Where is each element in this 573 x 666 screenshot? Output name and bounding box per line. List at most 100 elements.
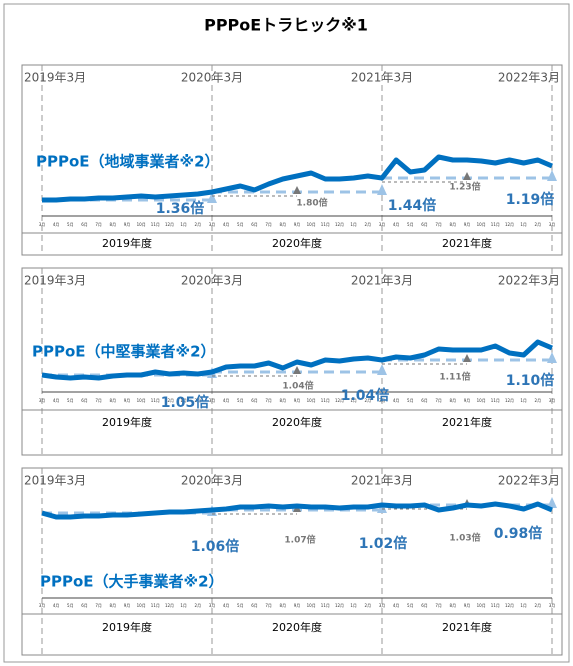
month-label: 4月 <box>53 603 60 608</box>
month-label: 8月 <box>450 603 457 608</box>
month-label: 10月 <box>307 603 316 608</box>
gray-arrow <box>463 354 471 362</box>
month-label: 2月 <box>195 603 202 608</box>
month-label: 2月 <box>365 398 372 403</box>
month-label: 11月 <box>491 398 500 403</box>
month-label: 3月 <box>39 603 46 608</box>
month-label: 5月 <box>237 222 244 227</box>
month-label: 9月 <box>124 398 131 403</box>
month-label: 1月 <box>180 398 187 403</box>
year-marker: 2020年3月 <box>181 274 243 288</box>
month-label: 5月 <box>407 603 414 608</box>
month-label: 9月 <box>124 222 131 227</box>
panel-frame <box>21 467 563 656</box>
month-label: 12月 <box>335 222 344 227</box>
series-line <box>41 339 553 381</box>
month-label: 8月 <box>110 222 117 227</box>
month-label: 4月 <box>393 603 400 608</box>
month-label: 12月 <box>505 398 514 403</box>
month-label: 12月 <box>505 603 514 608</box>
fiscal-year-label: 2021年度 <box>442 620 492 634</box>
month-label: 5月 <box>237 603 244 608</box>
month-label: 6月 <box>81 603 88 608</box>
month-label: 2月 <box>535 398 542 403</box>
month-label: 7月 <box>95 222 102 227</box>
ratio-annotation: 1.02倍 <box>359 535 408 552</box>
month-label: 12月 <box>505 222 514 227</box>
year-marker: 2019年3月 <box>24 274 86 288</box>
month-label: 4月 <box>53 222 60 227</box>
series-label: PPPoE（中堅事業者※2） <box>32 343 216 361</box>
month-label: 3月 <box>379 398 386 403</box>
year-marker: 2021年3月 <box>351 71 413 85</box>
month-label: 11月 <box>151 222 160 227</box>
month-label: 7月 <box>435 222 442 227</box>
fiscal-year-label: 2020年度 <box>272 415 322 429</box>
month-label: 11月 <box>321 603 330 608</box>
year-marker: 2022年3月 <box>498 71 560 85</box>
ratio-annotation: 1.80倍 <box>296 197 327 209</box>
month-label: 1月 <box>350 222 357 227</box>
month-label: 8月 <box>110 398 117 403</box>
month-label: 1月 <box>520 398 527 403</box>
ratio-annotation: 1.36倍 <box>156 200 205 217</box>
month-label: 3月 <box>39 398 46 403</box>
month-label: 7月 <box>95 603 102 608</box>
panel-frame <box>21 267 563 456</box>
level-arrow <box>377 364 387 375</box>
month-label: 7月 <box>265 603 272 608</box>
month-label: 6月 <box>251 603 258 608</box>
month-label: 11月 <box>491 222 500 227</box>
month-label: 9月 <box>464 603 471 608</box>
year-marker: 2020年3月 <box>181 71 243 85</box>
year-marker: 2019年3月 <box>24 71 86 85</box>
month-label: 3月 <box>39 222 46 227</box>
month-label: 12月 <box>165 222 174 227</box>
page-title: PPPoEトラヒック※1 <box>204 16 368 35</box>
month-label: 2月 <box>365 222 372 227</box>
level-arrow <box>377 184 387 195</box>
fiscal-year-label: 2021年度 <box>442 415 492 429</box>
month-label: 10月 <box>477 603 486 608</box>
month-label: 10月 <box>137 222 146 227</box>
month-label: 7月 <box>435 603 442 608</box>
year-marker: 2019年3月 <box>24 474 86 488</box>
month-label: 5月 <box>67 603 74 608</box>
month-label: 8月 <box>450 222 457 227</box>
month-label: 4月 <box>223 222 230 227</box>
month-label: 6月 <box>421 222 428 227</box>
ratio-annotation: 1.06倍 <box>191 538 240 555</box>
month-label: 9月 <box>294 222 301 227</box>
month-label: 9月 <box>464 398 471 403</box>
year-marker: 2022年3月 <box>498 274 560 288</box>
month-label: 10月 <box>137 603 146 608</box>
month-label: 3月 <box>549 398 556 403</box>
month-label: 1月 <box>180 603 187 608</box>
fiscal-year-label: 2020年度 <box>272 236 322 250</box>
month-label: 2月 <box>195 222 202 227</box>
month-label: 8月 <box>280 603 287 608</box>
ratio-annotation: 1.04倍 <box>282 380 313 392</box>
ratio-annotation: 1.05倍 <box>161 394 210 411</box>
panel-frame <box>21 64 563 256</box>
month-label: 4月 <box>223 603 230 608</box>
level-arrow <box>547 170 557 181</box>
month-label: 4月 <box>393 222 400 227</box>
month-label: 1月 <box>520 222 527 227</box>
month-label: 5月 <box>407 222 414 227</box>
month-label: 6月 <box>421 603 428 608</box>
month-label: 11月 <box>321 398 330 403</box>
month-label: 6月 <box>251 222 258 227</box>
month-label: 2月 <box>535 603 542 608</box>
month-label: 10月 <box>307 398 316 403</box>
month-label: 1月 <box>350 603 357 608</box>
year-marker: 2021年3月 <box>351 474 413 488</box>
fiscal-year-label: 2019年度 <box>102 236 152 250</box>
month-label: 2月 <box>535 222 542 227</box>
month-label: 1月 <box>520 603 527 608</box>
month-label: 12月 <box>335 398 344 403</box>
month-label: 7月 <box>265 222 272 227</box>
series-label: PPPoE（地域事業者※2） <box>36 153 220 171</box>
month-label: 5月 <box>237 398 244 403</box>
month-label: 12月 <box>165 603 174 608</box>
